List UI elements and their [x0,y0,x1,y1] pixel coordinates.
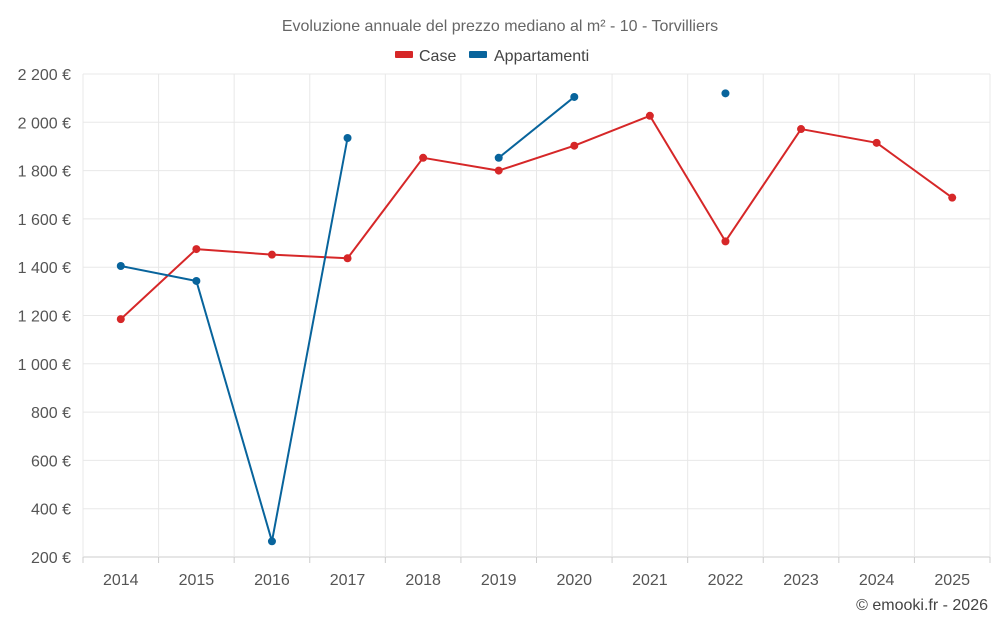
series-line-appartamenti [498,96,575,159]
data-point-case[interactable] [645,111,654,120]
y-tick-label: 200 € [31,550,71,567]
legend-item-appartamenti[interactable]: Appartamenti [469,48,589,65]
y-axis: 200 € 400 € 600 € 800 € 1 000 € 1 200 € 1 400 … [18,67,71,567]
x-tick-label: 2018 [405,572,441,589]
chart-title: Evoluzione annuale del prezzo mediano al… [282,18,718,35]
data-point-case[interactable] [116,315,125,324]
x-tick-label: 2014 [103,572,139,589]
data-point-case[interactable] [948,193,957,202]
x-tick-label: 2017 [330,572,366,589]
legend-label-case: Case [419,48,456,65]
data-point-appartamenti[interactable] [570,92,579,101]
data-point-case[interactable] [494,166,503,175]
y-tick-label: 1 000 € [18,357,71,374]
y-tick-label: 1 600 € [18,212,71,229]
y-tick-label: 1 400 € [18,260,71,277]
x-tick-label: 2015 [179,572,215,589]
data-point-appartamenti[interactable] [192,276,201,285]
data-point-case[interactable] [721,237,730,246]
series-line-appartamenti [120,137,349,543]
x-tick-label: 2016 [254,572,290,589]
legend-swatch-appartamenti [469,51,487,58]
data-point-case[interactable] [343,254,352,263]
data-point-appartamenti[interactable] [494,153,503,162]
data-point-appartamenti[interactable] [267,537,276,546]
y-tick-label: 800 € [31,405,71,422]
x-tick-label: 2020 [556,572,592,589]
data-point-case[interactable] [570,141,579,150]
data-point-appartamenti[interactable] [116,261,125,270]
series-appartamenti [116,89,730,546]
x-tick-label: 2025 [934,572,970,589]
data-point-case[interactable] [872,138,881,147]
y-tick-label: 600 € [31,453,71,470]
x-tick-label: 2021 [632,572,668,589]
x-tick-label: 2023 [783,572,819,589]
x-tick-label: 2019 [481,572,517,589]
legend-label-appartamenti: Appartamenti [494,48,589,65]
data-point-appartamenti[interactable] [721,89,730,98]
legend-swatch-case [395,51,413,58]
data-point-case[interactable] [419,153,428,162]
data-point-case[interactable] [267,250,276,259]
legend: Case Appartamenti [395,48,589,65]
x-tick-label: 2022 [708,572,744,589]
y-tick-label: 1 800 € [18,164,71,181]
data-point-case[interactable] [797,125,806,134]
x-axis: 2014 2015 2016 2017 2018 2019 2020 2021 2022 2023… [82,557,991,589]
grid [82,73,991,558]
y-tick-label: 2 200 € [18,67,71,84]
y-tick-label: 400 € [31,502,71,519]
credit-text: © emooki.fr - 2026 [856,597,988,614]
data-point-case[interactable] [192,245,201,254]
series [116,89,957,546]
y-tick-label: 2 000 € [18,115,71,132]
series-line-case [120,114,953,320]
legend-item-case[interactable]: Case [395,48,456,65]
y-tick-label: 1 200 € [18,309,71,326]
data-point-appartamenti[interactable] [343,133,352,142]
x-tick-label: 2024 [859,572,895,589]
series-case [116,111,957,324]
